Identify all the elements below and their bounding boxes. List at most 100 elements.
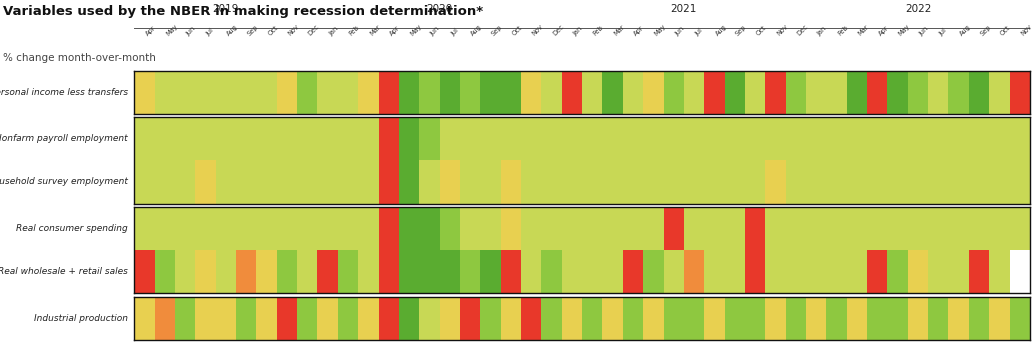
- Bar: [440, 207, 460, 250]
- Bar: [480, 160, 501, 204]
- Bar: [602, 71, 623, 114]
- Text: Real wholesale + retail sales: Real wholesale + retail sales: [0, 267, 128, 276]
- Bar: [663, 71, 684, 114]
- Bar: [786, 297, 806, 340]
- Text: Jun: Jun: [185, 26, 196, 37]
- Bar: [237, 117, 256, 160]
- Bar: [644, 71, 663, 114]
- Bar: [705, 250, 724, 293]
- Text: Feb: Feb: [592, 24, 605, 37]
- Bar: [338, 160, 358, 204]
- Bar: [460, 117, 480, 160]
- Bar: [298, 250, 317, 293]
- Bar: [826, 207, 847, 250]
- Bar: [195, 250, 216, 293]
- Bar: [684, 250, 705, 293]
- Bar: [602, 117, 623, 160]
- Bar: [765, 117, 786, 160]
- Bar: [195, 71, 216, 114]
- Text: Jun: Jun: [430, 26, 441, 37]
- Bar: [562, 250, 583, 293]
- Bar: [847, 71, 867, 114]
- Bar: [277, 250, 298, 293]
- Bar: [521, 297, 541, 340]
- Bar: [378, 250, 399, 293]
- Bar: [724, 297, 745, 340]
- Text: May: May: [165, 23, 179, 37]
- Text: Oct: Oct: [511, 25, 524, 37]
- Bar: [867, 71, 887, 114]
- Bar: [460, 297, 480, 340]
- Bar: [969, 297, 990, 340]
- Bar: [358, 160, 378, 204]
- Bar: [419, 117, 440, 160]
- Bar: [378, 207, 399, 250]
- Bar: [175, 117, 195, 160]
- Bar: [928, 250, 948, 293]
- Bar: [399, 297, 419, 340]
- Text: Feb: Feb: [348, 24, 361, 37]
- Bar: [216, 71, 237, 114]
- Bar: [867, 297, 887, 340]
- Bar: [419, 207, 440, 250]
- Text: Aug: Aug: [470, 24, 483, 37]
- Bar: [786, 160, 806, 204]
- Bar: [705, 71, 724, 114]
- Bar: [399, 250, 419, 293]
- Bar: [806, 160, 826, 204]
- Bar: [602, 297, 623, 340]
- Bar: [460, 71, 480, 114]
- Bar: [867, 117, 887, 160]
- Text: Nov: Nov: [287, 24, 301, 37]
- Bar: [298, 160, 317, 204]
- Bar: [583, 250, 602, 293]
- Text: Sep: Sep: [734, 24, 748, 37]
- Bar: [521, 250, 541, 293]
- Text: Apr: Apr: [145, 25, 157, 37]
- Bar: [847, 160, 867, 204]
- Bar: [175, 297, 195, 340]
- Bar: [786, 207, 806, 250]
- Bar: [256, 207, 277, 250]
- Bar: [663, 117, 684, 160]
- Bar: [990, 160, 1009, 204]
- Bar: [948, 117, 969, 160]
- Bar: [990, 71, 1009, 114]
- Bar: [623, 250, 644, 293]
- Bar: [745, 250, 765, 293]
- Bar: [358, 71, 378, 114]
- Text: Dec: Dec: [552, 24, 565, 37]
- Text: Apr: Apr: [877, 25, 889, 37]
- Bar: [277, 297, 298, 340]
- Bar: [806, 297, 826, 340]
- Bar: [237, 207, 256, 250]
- Bar: [440, 160, 460, 204]
- Bar: [990, 250, 1009, 293]
- Bar: [1009, 250, 1030, 293]
- Bar: [216, 160, 237, 204]
- Bar: [765, 250, 786, 293]
- Bar: [480, 250, 501, 293]
- Bar: [663, 297, 684, 340]
- Bar: [745, 207, 765, 250]
- Bar: [765, 160, 786, 204]
- Bar: [419, 250, 440, 293]
- Bar: [867, 250, 887, 293]
- Bar: [644, 160, 663, 204]
- Bar: [317, 160, 338, 204]
- Bar: [134, 117, 155, 160]
- Bar: [541, 117, 562, 160]
- Text: % change month-over-month: % change month-over-month: [3, 53, 156, 63]
- Text: May: May: [898, 23, 911, 37]
- Bar: [358, 207, 378, 250]
- Bar: [969, 71, 990, 114]
- Bar: [765, 207, 786, 250]
- Bar: [480, 297, 501, 340]
- Bar: [317, 207, 338, 250]
- Bar: [541, 297, 562, 340]
- Bar: [623, 207, 644, 250]
- Bar: [237, 71, 256, 114]
- Text: Household survey employment: Household survey employment: [0, 177, 128, 187]
- Bar: [195, 207, 216, 250]
- Bar: [134, 250, 155, 293]
